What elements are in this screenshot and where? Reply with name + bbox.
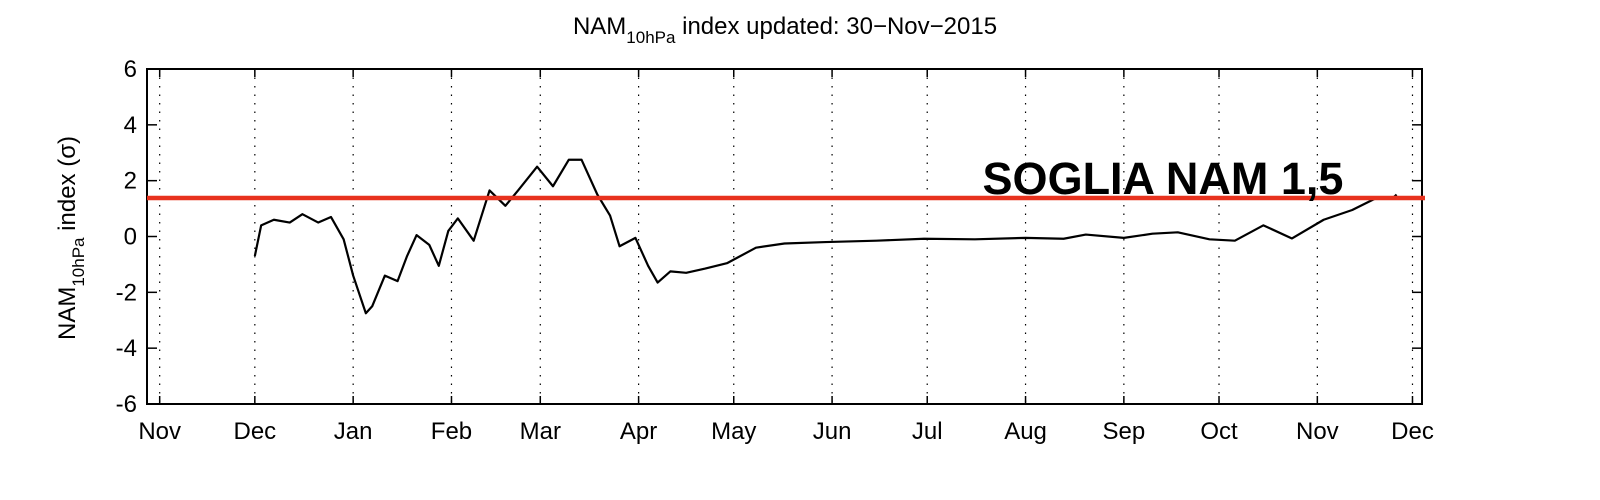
x-tick-label: Apr <box>620 418 657 445</box>
chart-title: NAM10hPa index updated: 30−Nov−2015 <box>573 13 997 47</box>
y-tick-label: -6 <box>116 391 137 418</box>
y-tick-label: -4 <box>116 335 137 362</box>
plot-frame <box>146 68 1423 405</box>
x-tick-label: Jun <box>813 418 852 445</box>
title-sub: 10hPa <box>626 28 676 47</box>
x-tick-label: Nov <box>138 418 181 445</box>
x-tick-label: Mar <box>520 418 561 445</box>
x-tick-label: Dec <box>233 418 276 445</box>
y-tick-label: 2 <box>124 168 137 195</box>
x-tick-label: Jul <box>912 418 943 445</box>
y-tick-label: 6 <box>124 56 137 83</box>
y-tick-label: 0 <box>124 224 137 251</box>
x-tick-label: Aug <box>1004 418 1047 445</box>
x-tick-label: Sep <box>1103 418 1146 445</box>
x-tick-label: Nov <box>1296 418 1339 445</box>
y-axis-label: NAM10hPa index (σ) <box>54 136 88 340</box>
x-tick-label: Dec <box>1391 418 1434 445</box>
y-tick-label: 4 <box>124 112 137 139</box>
title-main: NAM <box>573 13 626 40</box>
x-tick-label: Feb <box>431 418 472 445</box>
y-label-main: NAM <box>54 287 81 340</box>
x-tick-label: May <box>711 418 756 445</box>
y-tick-label: -2 <box>116 279 137 306</box>
x-tick-label: Oct <box>1200 418 1238 445</box>
y-label-sub: 10hPa <box>69 237 88 287</box>
title-rest: index updated: 30−Nov−2015 <box>675 13 997 40</box>
y-label-rest: index (σ) <box>54 136 81 238</box>
data-line <box>253 158 1398 315</box>
x-tick-label: Jan <box>334 418 373 445</box>
annotation: SOGLIA NAM 1,5 <box>983 153 1344 204</box>
